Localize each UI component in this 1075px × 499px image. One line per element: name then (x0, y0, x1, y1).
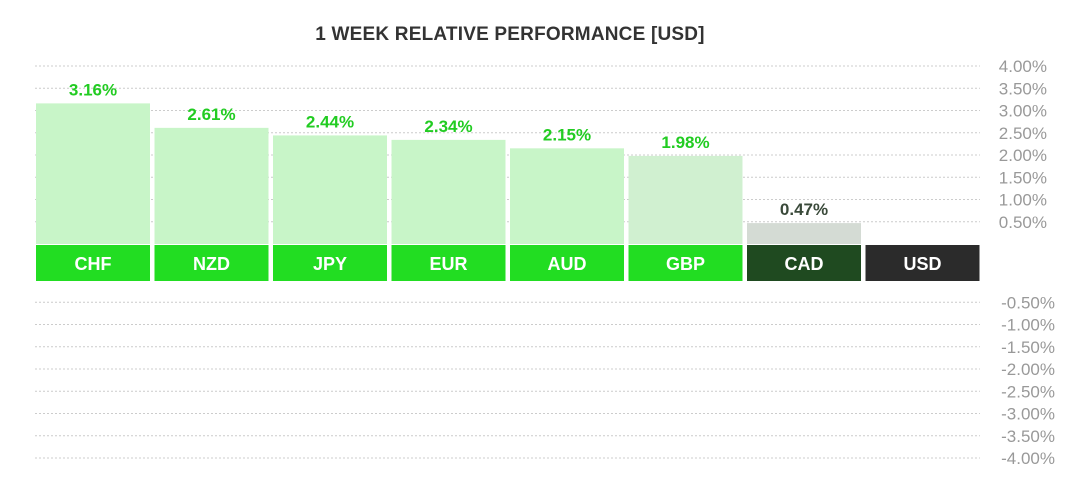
y-tick-label: -2.00% (1001, 360, 1055, 379)
category-cell-jpy (273, 245, 387, 281)
y-tick-label: -4.00% (1001, 449, 1055, 468)
value-label: 1.98% (661, 133, 709, 152)
category-cell-cad (747, 245, 861, 281)
category-label: JPY (313, 254, 347, 274)
category-cell-chf (36, 245, 150, 281)
y-tick-label: -3.00% (1001, 405, 1055, 424)
y-tick-label: 0.50% (999, 213, 1047, 232)
category-label: EUR (429, 254, 467, 274)
y-tick-label: -1.00% (1001, 316, 1055, 335)
category-label: USD (903, 254, 941, 274)
bar-eur (391, 139, 506, 244)
category-cell-eur (391, 245, 506, 281)
y-tick-label: -0.50% (1001, 293, 1055, 312)
value-label: 2.34% (424, 117, 472, 136)
y-tick-label: -1.50% (1001, 338, 1055, 357)
category-label: CHF (75, 254, 112, 274)
bar-chf (36, 103, 150, 244)
value-label: 3.16% (69, 80, 117, 99)
y-tick-label: -3.50% (1001, 427, 1055, 446)
y-tick-label: -2.50% (1001, 382, 1055, 401)
bar-nzd (154, 127, 269, 244)
bars-layer (36, 103, 980, 281)
category-label: AUD (548, 254, 587, 274)
chart-title: 1 WEEK RELATIVE PERFORMANCE [USD] (315, 24, 705, 45)
value-label: 2.44% (306, 112, 354, 131)
bar-aud (510, 148, 624, 244)
y-tick-label: 2.00% (999, 146, 1047, 165)
labels-layer: CHF 3.16% NZD 2.61% JPY 2.44% EUR 2.34% AUD 2.15%… (69, 80, 942, 274)
y-tick-label: 4.00% (999, 57, 1047, 76)
value-label: 2.61% (187, 105, 235, 124)
category-cell-gbp (628, 245, 743, 281)
category-label: NZD (193, 254, 230, 274)
bar-cad (747, 223, 861, 244)
y-tick-label: 2.50% (999, 124, 1047, 143)
category-cell-aud (510, 245, 624, 281)
y-tick-label: 3.50% (999, 79, 1047, 98)
category-label: CAD (785, 254, 824, 274)
category-cell-usd (865, 245, 980, 281)
bar-gbp (628, 155, 743, 244)
value-label: 0.47% (780, 200, 828, 219)
category-cell-nzd (154, 245, 269, 281)
y-tick-label: 1.50% (999, 168, 1047, 187)
y-tick-label: 1.00% (999, 191, 1047, 210)
category-label: GBP (666, 254, 705, 274)
y-tick-label: 3.00% (999, 102, 1047, 121)
value-label: 2.15% (543, 125, 591, 144)
bar-jpy (273, 135, 387, 244)
